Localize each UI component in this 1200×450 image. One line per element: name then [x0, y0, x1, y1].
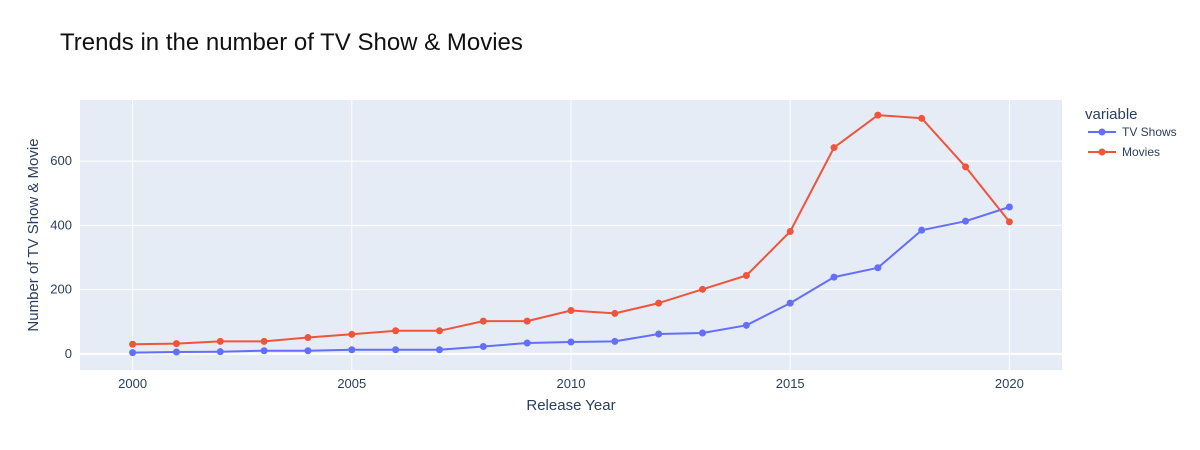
series-tv-shows — [129, 203, 1013, 357]
series-movies — [129, 111, 1013, 348]
data-point[interactable] — [260, 337, 268, 345]
data-point[interactable] — [392, 346, 400, 354]
data-point[interactable] — [129, 349, 137, 357]
legend-item[interactable]: Movies — [1088, 145, 1160, 159]
series-lines — [129, 111, 1013, 357]
data-point[interactable] — [216, 348, 224, 356]
y-axis-title: Number of TV Show & Movie — [25, 138, 42, 331]
x-axis-title: Release Year — [526, 397, 615, 414]
legend-label: Movies — [1122, 145, 1160, 159]
data-point[interactable] — [304, 347, 312, 355]
x-tick-label: 2010 — [557, 376, 586, 391]
y-tick-label: 600 — [50, 153, 72, 168]
x-tick-label: 2015 — [776, 376, 805, 391]
data-point[interactable] — [742, 272, 750, 279]
data-point[interactable] — [348, 330, 356, 338]
data-point[interactable] — [786, 299, 794, 307]
data-point[interactable] — [830, 273, 838, 281]
data-point[interactable] — [918, 226, 926, 234]
data-point[interactable] — [129, 340, 137, 348]
y-tick-label: 0 — [65, 346, 72, 361]
data-point[interactable] — [304, 334, 312, 342]
data-point[interactable] — [830, 144, 838, 152]
tick-labels: 2000 2005 2010 2015 2020 0 200 400 600 — [50, 153, 1024, 391]
data-point[interactable] — [435, 346, 443, 354]
data-point[interactable] — [1005, 218, 1013, 226]
data-point[interactable] — [699, 329, 707, 337]
x-tick-label: 2005 — [337, 376, 366, 391]
data-point[interactable] — [874, 264, 882, 272]
data-point[interactable] — [962, 163, 970, 171]
x-tick-label: 2000 — [118, 376, 147, 391]
data-point[interactable] — [874, 111, 882, 119]
data-point[interactable] — [567, 338, 575, 346]
data-point[interactable] — [348, 346, 356, 354]
data-point[interactable] — [392, 327, 400, 335]
chart-title: Trends in the number of TV Show & Movies — [60, 29, 523, 56]
legend[interactable]: variable TV Shows Movies — [1085, 106, 1177, 159]
data-point[interactable] — [260, 347, 268, 355]
data-point[interactable] — [435, 327, 443, 335]
legend-title: variable — [1085, 106, 1138, 123]
data-point[interactable] — [742, 321, 750, 329]
data-point[interactable] — [611, 309, 619, 317]
data-point[interactable] — [918, 114, 926, 122]
data-point[interactable] — [172, 340, 180, 348]
grid-lines — [80, 100, 1062, 370]
data-point[interactable] — [1005, 203, 1013, 211]
legend-swatch-marker — [1098, 128, 1106, 136]
y-tick-label: 200 — [50, 282, 72, 297]
data-point[interactable] — [655, 299, 663, 307]
data-point[interactable] — [479, 343, 487, 351]
x-tick-label: 2020 — [995, 376, 1024, 391]
legend-swatch-marker — [1098, 148, 1106, 156]
data-point[interactable] — [699, 285, 707, 293]
data-point[interactable] — [172, 348, 180, 356]
data-point[interactable] — [523, 317, 531, 325]
data-point[interactable] — [786, 227, 794, 235]
y-tick-label: 400 — [50, 217, 72, 232]
data-point[interactable] — [216, 337, 224, 345]
data-point[interactable] — [567, 307, 575, 315]
data-point[interactable] — [479, 317, 487, 325]
data-point[interactable] — [962, 217, 970, 225]
legend-item[interactable]: TV Shows — [1088, 125, 1177, 139]
data-point[interactable] — [611, 337, 619, 345]
legend-label: TV Shows — [1122, 125, 1177, 139]
data-point[interactable] — [655, 330, 663, 338]
data-point[interactable] — [523, 339, 531, 347]
